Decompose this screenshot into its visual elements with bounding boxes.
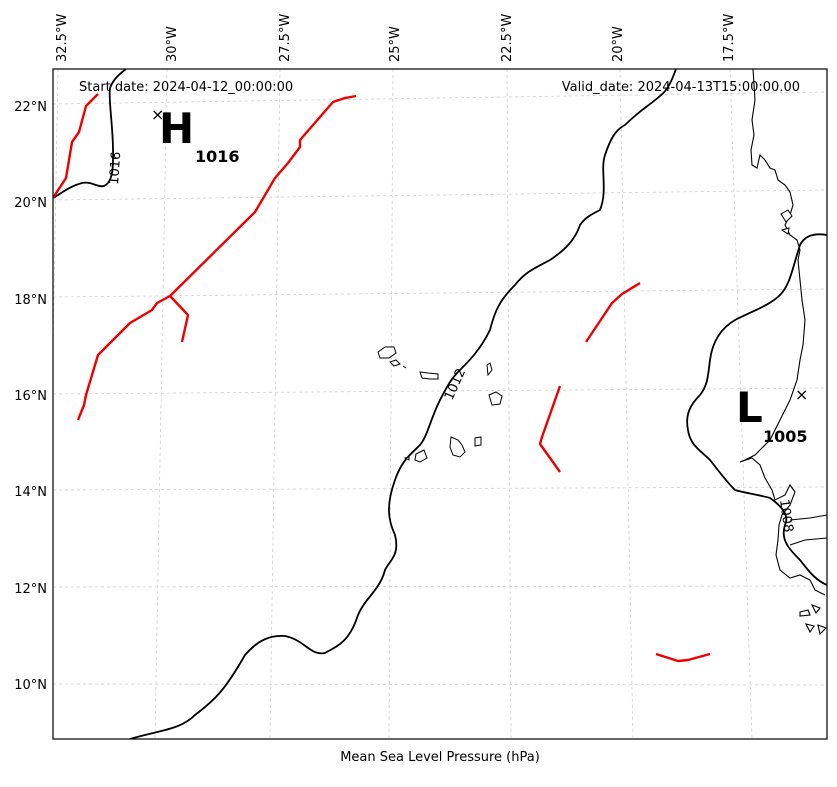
grid-line-30w xyxy=(154,69,168,739)
valid-date-label: Valid_date: 2024-04-13T15:00:00.00 xyxy=(562,80,800,95)
coastline xyxy=(739,69,827,636)
island-maio xyxy=(474,436,482,447)
latitude-labels: 22°N 20°N 18°N 16°N 14°N 12°N 10°N xyxy=(14,100,47,693)
low-letter: L xyxy=(736,383,763,432)
map-caption: Mean Sea Level Pressure (hPa) xyxy=(340,750,540,765)
grid-line-17-5w xyxy=(729,69,753,739)
grid-line-20w xyxy=(619,69,634,739)
coast-gambia xyxy=(789,514,827,521)
front-northwest-b xyxy=(76,94,357,421)
lon-label-22-5w: 22.5°W xyxy=(500,14,515,62)
islet-a xyxy=(780,209,793,223)
grid-line-22-5w xyxy=(506,69,512,739)
lon-label-30w: 30°W xyxy=(165,26,180,62)
coast-bissagos-d xyxy=(817,624,827,636)
lat-label-20n: 20°N xyxy=(14,196,47,211)
island-sao-nicolau xyxy=(419,371,439,380)
lon-label-20w: 20°W xyxy=(611,26,626,62)
map-area xyxy=(53,69,827,739)
isobar-1008 xyxy=(686,233,827,586)
island-brava xyxy=(403,456,410,461)
isobars xyxy=(53,69,827,739)
coastal-islands xyxy=(780,209,793,235)
graticule xyxy=(53,69,827,739)
front-central xyxy=(585,281,641,343)
start-date-label: Start date: 2024-04-12_00:00:00 xyxy=(79,80,293,95)
islet-b xyxy=(780,227,790,235)
coast-bissagos-b xyxy=(810,603,821,615)
front-central-south xyxy=(538,385,562,473)
low-pressure-center: × L 1005 xyxy=(736,383,808,446)
isobar-1012 xyxy=(129,69,677,739)
high-letter: H xyxy=(159,104,194,153)
lat-label-14n: 14°N xyxy=(14,485,47,500)
grid-line-25w xyxy=(388,69,394,739)
lat-label-16n: 16°N xyxy=(14,389,47,404)
front-south xyxy=(655,652,711,663)
island-santo-antao xyxy=(377,346,397,359)
high-value: 1016 xyxy=(195,147,240,166)
longitude-labels: 32.5°W 30°W 27.5°W 25°W 22.5°W 20°W 17.5… xyxy=(55,14,737,62)
island-boa-vista xyxy=(488,391,503,406)
high-pressure-center: × H 1016 xyxy=(151,104,240,166)
contour-label-1016: 1016 xyxy=(107,151,124,185)
coast-mainland xyxy=(739,69,826,596)
lon-label-17-5w: 17.5°W xyxy=(722,14,737,62)
front-northwest-a xyxy=(53,93,99,199)
island-santiago xyxy=(449,436,466,458)
lat-label-18n: 18°N xyxy=(14,293,47,308)
island-fogo xyxy=(414,449,428,463)
front-northwest-branch xyxy=(169,295,190,343)
island-sao-vicente xyxy=(389,359,401,367)
coast-bissagos-a xyxy=(799,609,811,617)
lon-label-27-5w: 27.5°W xyxy=(278,14,293,62)
island-sal xyxy=(486,362,493,377)
coast-bissagos-c xyxy=(804,623,815,634)
low-value: 1005 xyxy=(763,427,808,446)
islands xyxy=(377,346,503,463)
lat-label-22n: 22°N xyxy=(14,100,47,115)
isobar-1016 xyxy=(53,69,127,199)
lon-label-25w: 25°W xyxy=(388,26,403,62)
lon-label-32-5w: 32.5°W xyxy=(55,14,70,62)
contour-label-1008: 1008 xyxy=(776,498,795,533)
coast-casamance xyxy=(789,537,827,546)
fronts xyxy=(53,93,711,663)
lat-label-12n: 12°N xyxy=(14,582,47,597)
low-marker: × xyxy=(795,385,808,404)
grid-line-27-5w xyxy=(269,69,281,739)
island-santa-luzia xyxy=(402,365,407,369)
lat-label-10n: 10°N xyxy=(14,678,47,693)
high-marker: × xyxy=(151,105,164,124)
map-frame xyxy=(52,68,828,740)
